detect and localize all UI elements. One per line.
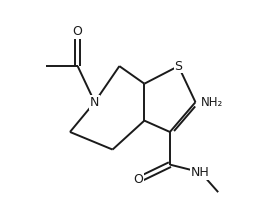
Text: O: O <box>73 25 82 38</box>
Text: N: N <box>90 96 99 109</box>
Text: S: S <box>174 60 182 73</box>
Text: NH₂: NH₂ <box>201 96 223 109</box>
Text: O: O <box>134 173 144 186</box>
Text: NH: NH <box>191 166 210 179</box>
